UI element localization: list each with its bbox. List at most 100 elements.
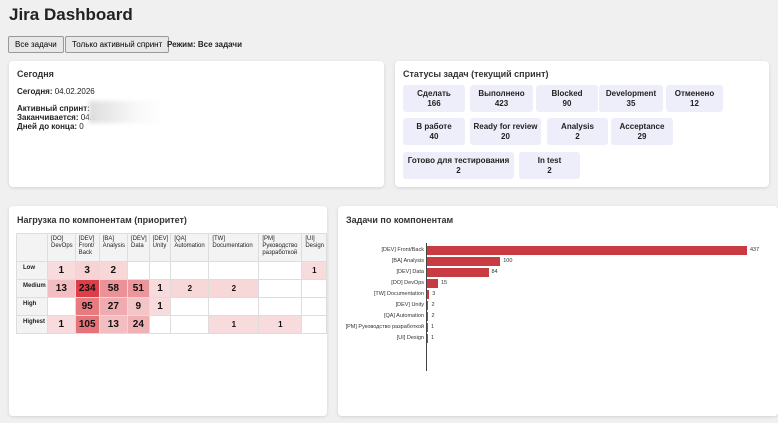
today-card: Сегодня Сегодня: 04.02.2026 Активный спр… [9,61,384,187]
heatmap-row-header: High [16,297,48,316]
heatmap-cell: 1 [47,315,76,334]
bar [427,301,429,310]
heatmap-cell [47,297,76,316]
heatmap-cell [258,261,303,280]
status-name: Выполнено [478,88,525,98]
status-tile: Готово для тестирования 2 [403,152,514,179]
heatmap-column-header: [DEV] Data [127,233,150,262]
heatmap-cell-value: 13 [107,319,119,330]
active-sprint: Активный спринт: [17,104,90,113]
heatmap-cell [258,279,303,298]
heatmap-row-header: Low [16,261,48,280]
bar-value-label: 437 [750,247,760,253]
heatmap-column-header: [TW] Documentation [208,233,260,262]
bar-category-label: [TW] Documentation [373,291,424,297]
heatmap-cell [301,315,328,334]
heatmap-cell: 13 [98,315,129,334]
heatmap-column-header: [UI] Design [301,233,328,262]
heatmap-column-header: [BA] Analysis [98,233,129,262]
heatmap-cell [208,297,260,316]
status-tile: Ready for review 20 [470,118,541,145]
heatmap-cell [301,297,328,316]
heatmap-column-header: [DEV] Front/ Back [74,233,100,262]
heatmap-cell: 1 [208,315,260,334]
all-tasks-button[interactable]: Все задачи [8,36,64,53]
heatmap-cell [148,261,172,280]
bar [427,312,429,321]
heatmap-cell [301,279,328,298]
heatmap-column-header: [DO] DevOps [47,233,76,262]
heatmap-row-header: Highest [16,315,48,334]
heatmap-cell: 27 [98,297,129,316]
heatmap-cell: 1 [301,261,328,280]
status-name: Готово для тестирования [407,155,510,165]
bar [427,279,438,288]
heatmap-cell-value: 9 [135,301,142,312]
bar-value-label: 1 [431,324,435,330]
days-left: Дней до конца: 0 [17,122,84,131]
status-count: 12 [690,98,699,108]
heatmap-cell-value: 2 [231,284,237,293]
bar-category-label: [DEV] Unity [395,302,424,308]
active-sprint-button[interactable]: Только активный спринт [65,36,170,53]
heatmap-cell: 24 [127,315,150,334]
heatmap-cell: 2 [170,279,210,298]
status-count: 29 [637,131,647,141]
today-date: Сегодня: 04.02.2026 [17,87,95,96]
status-count: 166 [427,98,441,108]
heatmap-cell [148,315,172,334]
heatmap-cell: 1 [258,315,303,334]
components-title: Задачи по компонентам [346,215,454,225]
bar [427,290,430,299]
status-tile: In test 2 [519,152,580,179]
bar-category-label: [DEV] Front/Back [381,247,425,253]
heatmap-cell-value: 27 [107,301,119,312]
status-card: Статусы задач (текущий спринт) Сделать 16… [395,61,769,187]
heatmap-column-header: [QA] Automation [170,233,210,262]
status-count: 20 [501,131,510,141]
bar-value-label: 100 [503,258,513,264]
heatmap-row-header: Medium [16,279,48,298]
heatmap-cell-value: 1 [157,283,163,294]
heatmap-cell: 105 [74,315,100,334]
heatmap-cell: 13 [47,279,76,298]
heatmap-cell: 234 [74,279,100,298]
status-tile: Acceptance 29 [611,118,673,145]
heatmap-cell [170,297,210,316]
heatmap-cell: 1 [148,279,172,298]
status-tile: Сделать 166 [403,85,465,112]
heatmap-table: [DO] DevOps [DEV] Front/ Back [BA] Analysi… [16,233,328,334]
bar [427,257,501,266]
heatmap-cell-value: 1 [278,320,283,329]
heatmap-column-header: [PM] Руководство разработкой [258,233,303,262]
bar [427,246,747,255]
heatmap-cell-value: 24 [132,319,144,330]
bar-category-label: [QA] Automation [383,313,424,319]
heatmap-cell: 51 [127,279,150,298]
status-tile: В работе 40 [403,118,465,145]
status-name: Acceptance [619,121,665,131]
heatmap-cell-value: 2 [110,265,117,276]
status-name: Analysis [561,121,594,131]
heatmap-cell-value: 3 [84,265,90,276]
heatmap-cell: 58 [98,279,129,298]
bar-category-label: [DO] DevOps [391,280,424,286]
heatmap-cell [170,315,210,334]
heatmap-cell-value: 2 [187,284,193,293]
heatmap-cell [208,261,260,280]
heatmap-cell-value: 234 [78,283,96,294]
bar-value-label: 84 [491,269,498,275]
redacted-blur [89,101,161,123]
status-tile: Отменено 12 [666,85,723,112]
today-title: Сегодня [17,69,54,79]
heatmap-cell-value: 1 [231,320,237,329]
heatmap-column-header: [DEV] Unity [148,233,172,262]
heatmap-cell: 2 [98,261,129,280]
heatmap-cell-value: 95 [81,301,93,312]
status-name: Development [605,88,657,98]
heatmap-cell: 9 [127,297,150,316]
heatmap-cell-value: 1 [312,266,317,275]
status-count: 423 [494,98,509,108]
components-card: Задачи по компонентам [338,206,778,416]
heatmap-cell-value: 51 [132,283,144,294]
